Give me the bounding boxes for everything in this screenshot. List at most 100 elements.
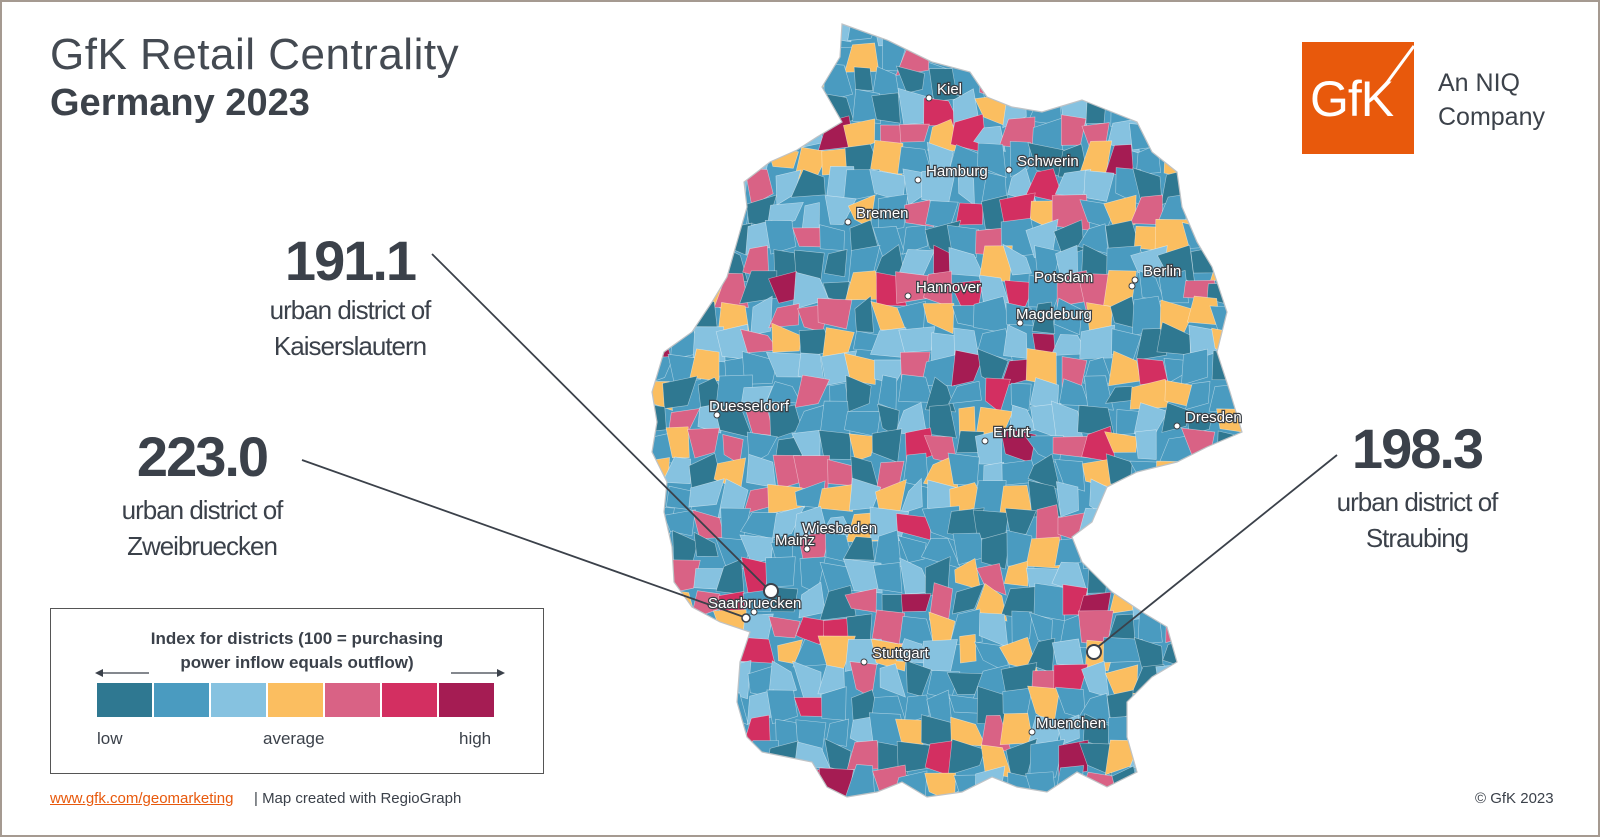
district-cell [697,142,727,173]
district-cell [1234,114,1242,152]
district-cell [1157,42,1189,76]
footer-note: | Map created with RegioGraph [254,790,462,807]
district-cell [1236,40,1242,74]
district-cell [665,426,690,458]
district-cell [1129,563,1169,596]
district-cell [1216,408,1242,433]
district-cell [902,224,929,255]
district-cell [691,98,725,121]
district-cell [652,114,674,151]
district-cell [1131,42,1163,69]
district-cell [1029,66,1062,100]
city-dot [925,94,933,102]
district-cell [999,712,1034,746]
district-cell [1025,771,1057,797]
district-cell [1052,789,1090,797]
district-cell [791,36,829,72]
district-cell [1055,765,1084,794]
district-cell [793,24,824,39]
district-cell [1134,429,1157,460]
district-cell [1241,230,1242,256]
district-cell [693,531,719,557]
district-cell [1207,40,1242,72]
district-cell [1189,45,1221,65]
district-cell [688,478,725,508]
district-cell [652,88,671,125]
callout-line-1: urban district of [269,295,432,325]
district-cell [1207,510,1242,542]
district-cell [842,536,875,561]
district-cell [1109,64,1139,102]
marker-kaiserslautern [763,583,779,599]
city-label-berlin: Berlin [1143,263,1181,280]
callout-line-2: Zweibruecken [127,531,278,561]
district-cell [661,456,691,485]
district-cell [955,798,981,825]
district-cell [1234,667,1242,700]
district-cell [1131,479,1162,512]
city-dot [713,411,721,419]
legend: Index for districts (100 = purchasing po… [50,608,544,774]
district-cell [671,794,695,797]
district-cell [1158,67,1195,95]
district-cell [1105,24,1141,50]
district-cell [977,142,1007,179]
district-cell [1053,297,1083,336]
district-cell [661,642,697,669]
district-cell [1208,63,1242,101]
district-cell [951,349,985,387]
callout-value-zweibruecken: 223.0 [136,425,269,488]
district-cell [693,199,719,231]
district-cell [1054,24,1092,48]
district-cell [818,429,852,460]
district-cell [1107,487,1143,516]
district-cell [1161,402,1191,433]
legend-swatch-6 [382,683,437,717]
city-label-wiesbaden: Wiesbaden [802,520,877,537]
district-cell [1183,691,1220,719]
district-cell [1183,146,1217,176]
geomarketing-link[interactable]: www.gfk.com/geomarketing [50,790,234,807]
district-cell [1107,42,1136,69]
district-cell [768,68,806,94]
company-name: An NIQ Company [1438,66,1545,134]
district-cell [823,249,848,278]
city-dot [981,437,989,445]
district-cell [1180,717,1221,743]
district-cell [1052,67,1082,97]
district-cell [1236,584,1242,621]
district-cell [713,67,752,100]
district-cell [768,615,801,639]
district-cell [1129,24,1160,43]
district-cell [1240,768,1242,797]
city-dot [750,608,758,616]
city-labels: Kiel Hamburg Schwerin Bremen Hannover Potsdam… [707,80,1243,736]
district-cell [1186,412,1213,435]
district-cell [1236,378,1242,413]
district-cell [652,659,676,693]
district-cell [1190,794,1222,797]
district-cell [687,669,721,701]
district-cell [662,375,698,409]
district-cell [1130,798,1168,830]
callout-label-kaiserslautern: urban district of Kaiserslautern [230,292,470,364]
district-cell [976,563,1007,596]
district-cell [1233,802,1264,830]
district-cell [668,691,699,719]
district-cell [1215,192,1242,224]
district-cell [1004,507,1037,535]
city-label-schwerin: Schwerin [1017,153,1079,170]
district-cell [769,772,802,797]
district-cell [1217,661,1238,694]
district-cell [741,24,769,45]
district-cell [922,303,955,335]
district-cell [652,219,670,255]
district-cell [692,62,717,102]
callout-value-kaiserslautern: 191.1 [284,229,417,292]
district-cell [768,660,798,700]
legend-swatch-5 [325,683,380,717]
city-dot [914,176,922,184]
district-cell [666,118,694,150]
district-cell [652,689,671,724]
